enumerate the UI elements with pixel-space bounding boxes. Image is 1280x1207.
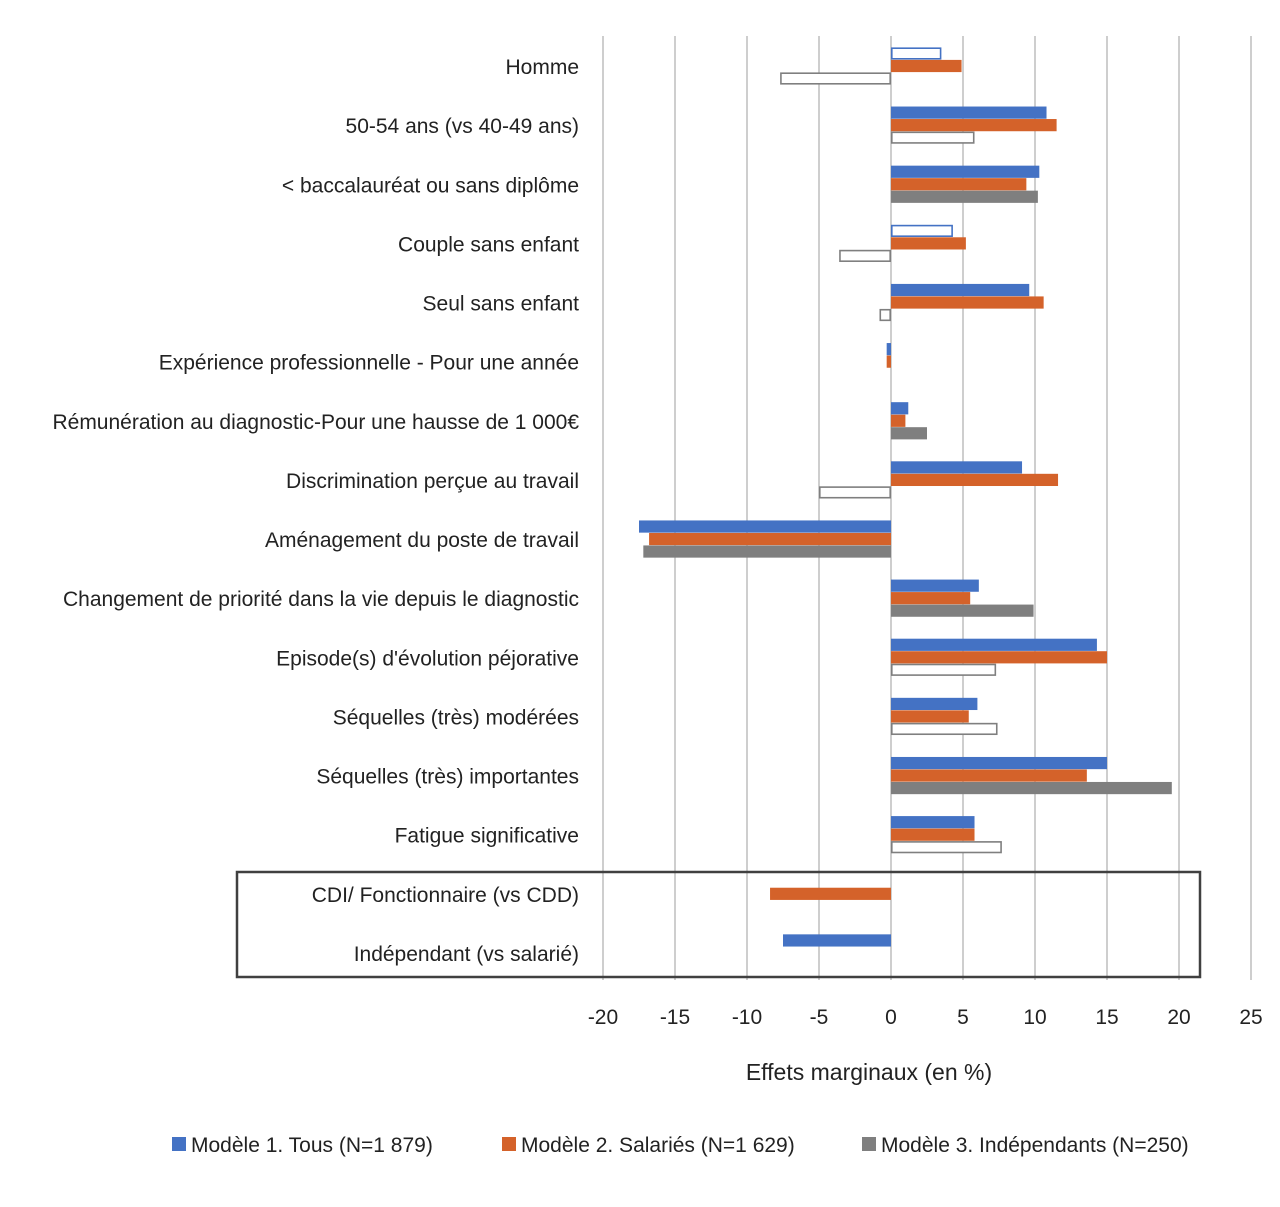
bar-series-3 [818,486,891,499]
x-tick-label: 15 [1095,1006,1118,1029]
legend: Modèle 1. Tous (N=1 879) Modèle 2. Salari… [172,1134,1189,1157]
legend-label-2: Modèle 2. Salariés (N=1 629) [521,1134,795,1157]
category-label: Séquelles (très) modérées [333,706,579,729]
bar-series-1 [890,224,953,237]
category-label: Homme [505,56,579,79]
bar-series-1 [783,934,891,947]
bar-series-3 [839,249,892,262]
bar-series-2 [891,769,1087,782]
category-labels: Homme 50-54 ans (vs 40-49 ans) < baccalaur… [52,56,579,966]
bar-series-1 [891,165,1040,178]
bar-series-2 [891,473,1059,487]
bar-series-3 [891,781,1172,795]
bar-series-2 [886,355,891,368]
bars [639,47,1172,947]
bar-series-3 [890,663,997,676]
bar-series-1 [891,283,1030,297]
x-tick-label: 20 [1167,1006,1190,1029]
x-tick-label: 10 [1023,1006,1046,1029]
category-label: Expérience professionnelle - Pour une an… [159,352,579,375]
legend-label-1: Modèle 1. Tous (N=1 879) [191,1134,433,1157]
category-label: CDI/ Fonctionnaire (vs CDD) [312,884,579,907]
category-label: Episode(s) d'évolution péjorative [276,647,579,670]
bar-series-1 [891,106,1047,119]
x-tick-label: -5 [810,1006,829,1029]
bar-series-1 [890,47,942,60]
bar-series-2 [649,532,891,546]
bar-series-3 [891,427,927,440]
x-tick-label: -15 [660,1006,690,1029]
bar-series-1 [891,402,909,415]
bar-series-3 [890,841,1002,854]
category-label: Couple sans enfant [398,233,579,256]
legend-swatch-3 [862,1137,876,1151]
category-label: Rémunération au diagnostic-Pour une haus… [52,411,579,434]
bar-series-2 [891,828,975,841]
bar-series-1 [886,343,891,356]
category-label: 50-54 ans (vs 40-49 ans) [346,115,579,138]
bar-series-1 [891,579,979,592]
bar-series-2 [891,178,1027,191]
bar-series-2 [891,119,1057,132]
bar-series-2 [891,710,969,723]
category-label: Seul sans enfant [423,293,580,316]
bar-series-3 [891,604,1034,617]
legend-label-3: Modèle 3. Indépendants (N=250) [881,1134,1189,1157]
bar-series-3 [890,131,975,144]
x-axis-title: Effets marginaux (en %) [746,1059,992,1085]
legend-swatch-2 [502,1137,516,1151]
category-label: Changement de priorité dans la vie depui… [63,588,579,611]
category-label: < baccalauréat ou sans diplôme [282,174,579,197]
x-tick-label: 25 [1239,1006,1262,1029]
x-tick-label: -10 [732,1006,762,1029]
x-tick-label: -20 [588,1006,618,1029]
bar-series-2 [891,59,962,73]
bar-series-2 [770,887,891,900]
category-label: Aménagement du poste de travail [265,529,579,552]
bar-series-3 [643,545,891,558]
bar-series-2 [891,296,1044,309]
bar-series-1 [891,461,1023,474]
bar-series-3 [890,722,998,736]
bar-series-1 [891,816,975,829]
bar-series-3 [879,308,892,322]
bar-series-3 [780,72,891,85]
category-label: Séquelles (très) importantes [316,766,579,789]
bar-series-2 [891,592,971,605]
category-label: Fatigue significative [395,825,579,848]
bar-series-1 [639,520,891,533]
bar-series-1 [891,638,1097,651]
bar-series-2 [891,414,906,427]
legend-swatch-1 [172,1137,186,1151]
bar-series-2 [891,651,1107,664]
category-label: Discrimination perçue au travail [286,470,579,493]
x-tick-labels: -20 -15 -10 -5 0 5 10 15 20 25 [588,1006,1263,1029]
bar-series-1 [891,756,1107,770]
bar-series-1 [891,697,978,711]
bar-series-3 [891,190,1038,203]
highlight-box [235,870,1202,979]
x-tick-label: 0 [885,1006,897,1029]
x-tick-label: 5 [957,1006,969,1029]
bar-series-2 [891,237,966,250]
category-label: Indépendant (vs salarié) [354,943,579,966]
